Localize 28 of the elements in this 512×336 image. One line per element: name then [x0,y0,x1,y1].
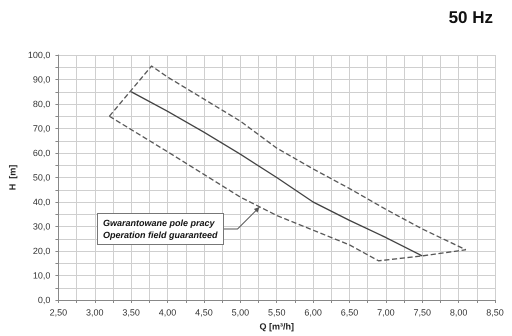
y-tick-label: 10,0 [32,270,50,280]
x-tick-label: 7,00 [377,308,395,318]
y-tick-label: 30,0 [32,222,50,232]
x-tick-label: 5,00 [232,308,250,318]
x-tick-label: 7,50 [413,308,432,318]
x-tick-label: 3,00 [86,308,104,318]
x-tick-label: 3,50 [122,308,140,318]
x-tick-label: 6,00 [304,308,322,318]
y-tick-label: 90,0 [32,74,50,84]
x-tick-label: 4,00 [158,308,176,318]
y-tick-label: 70,0 [32,124,50,134]
y-tick-label: 80,0 [32,99,50,109]
x-tick-label: 8,00 [450,308,468,318]
y-tick-label: 20,0 [32,246,50,256]
x-tick-label: 6,50 [340,308,358,318]
annotation: Gwarantowane pole pracy Operation field guaranteed [97,213,224,245]
y-tick-label: 60,0 [32,148,50,158]
y-tick-label: 40,0 [32,197,50,207]
x-tick-label: 5,50 [268,308,286,318]
y-tick-label: 100,0 [28,50,50,60]
x-tick-label: 2,50 [50,308,68,318]
y-tick-label: 50,0 [32,172,50,182]
x-axis-title: Q [m³/h] [259,322,294,332]
x-tick-label: 4,50 [195,308,213,318]
y-axis-title: H [m] [8,164,18,190]
y-tick-label: 0,0 [38,295,50,305]
chart-title: 50 Hz [448,8,494,27]
x-tick-label: 8,50 [486,308,504,318]
